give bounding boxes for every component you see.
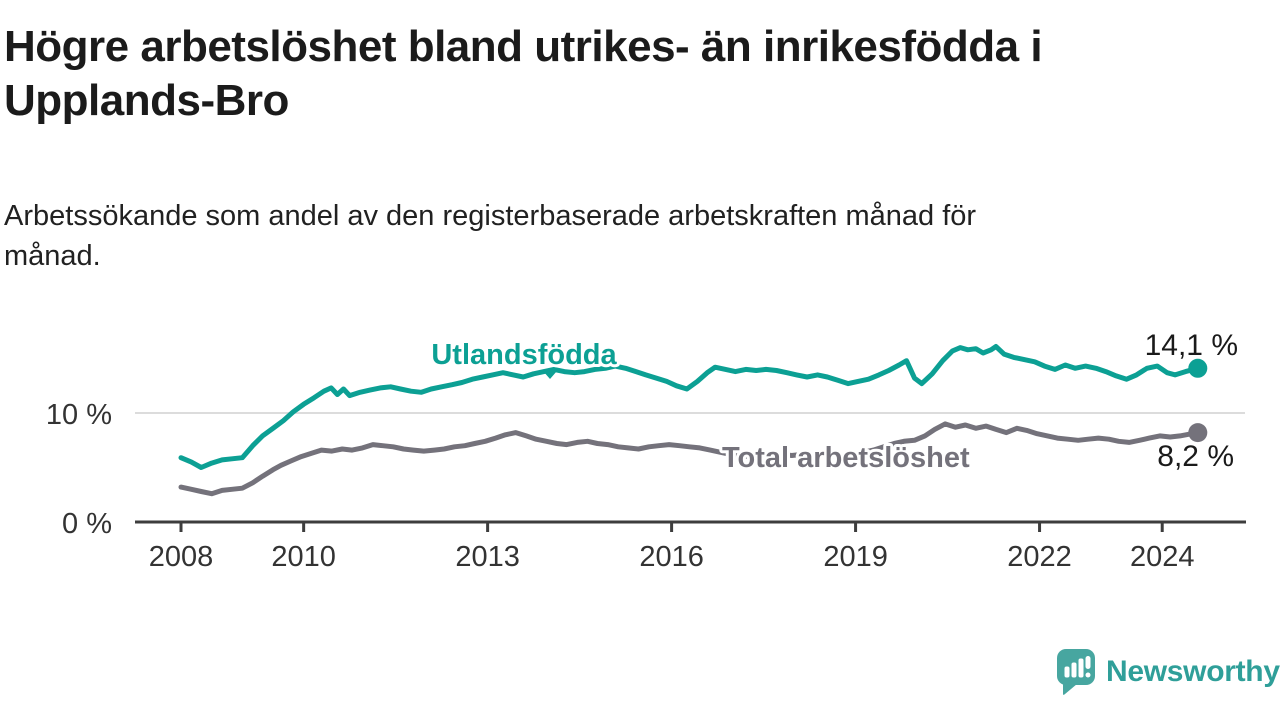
newsworthy-wordmark: Newsworthy: [1106, 655, 1280, 688]
newsworthy-logo: Newsworthy: [1056, 648, 1280, 696]
chart-subtitle-line1: Arbetssökande som andel av den registerb…: [4, 200, 977, 232]
chart-subtitle: Arbetssökande som andel av den registerb…: [4, 196, 1224, 276]
newsworthy-bubble-chart-icon: [1057, 649, 1095, 695]
x-tick-label-2022: 2022: [1007, 541, 1072, 573]
y-tick-label-10: 10 %: [46, 399, 112, 431]
x-axis: [135, 520, 1246, 532]
y-axis-tick-labels: 0 % 10 %: [46, 399, 112, 540]
chart-subtitle-line2: månad.: [4, 240, 101, 273]
series-label-utlandsfodda: Utlandsfödda: [431, 339, 617, 371]
x-tick-label-2019: 2019: [823, 541, 888, 573]
series-label-total-arbetsloshet: Total arbetslöshet: [722, 442, 970, 474]
series-lines: [178, 344, 1208, 497]
y-tick-label-0: 0 %: [62, 508, 112, 540]
x-tick-label-2024: 2024: [1130, 541, 1195, 573]
label-pointer-down-icon: [543, 371, 557, 379]
series-end-dot-0: [1188, 358, 1208, 378]
x-tick-label-2013: 2013: [455, 541, 520, 573]
page-title-line1: Högre arbetslöshet bland utrikes- än inr…: [4, 22, 1043, 71]
x-tick-label-2010: 2010: [271, 541, 336, 573]
x-tick-label-2008: 2008: [149, 541, 214, 573]
end-value-label-total: 8,2 %: [1157, 440, 1234, 473]
series-annotations: Utlandsfödda Total arbetslöshet 14,1 % 8…: [428, 329, 1238, 477]
series-line-1: [178, 421, 1201, 497]
page-title-line2: Upplands-Bro: [4, 75, 289, 125]
x-tick-label-2016: 2016: [639, 541, 704, 573]
series-end-dot-1: [1188, 423, 1208, 443]
page-title: Högre arbetslöshet bland utrikes- än inr…: [4, 20, 1244, 127]
x-axis-tick-labels: 2008 2010 2013 2016 2019 2022 2024: [149, 541, 1195, 573]
end-value-label-utlandsfodda: 14,1 %: [1145, 329, 1238, 362]
series-line-0: [178, 344, 1201, 470]
